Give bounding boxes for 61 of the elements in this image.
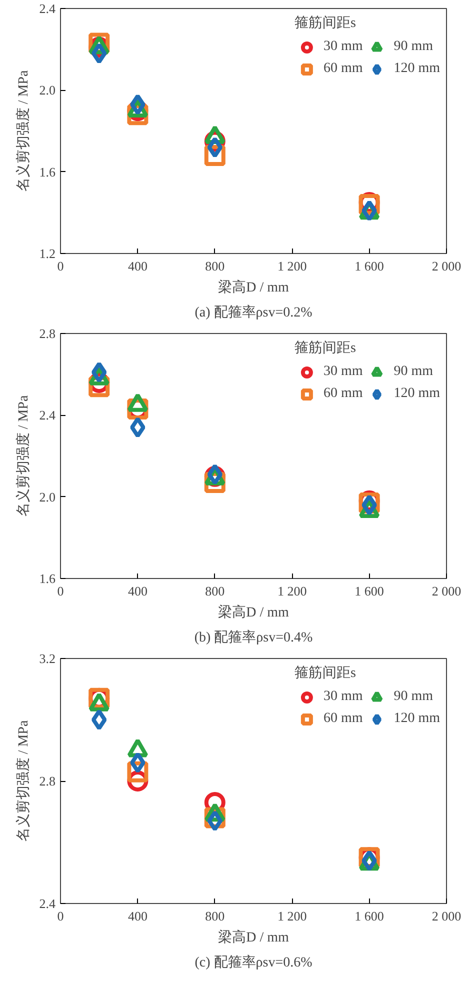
x-tick-label: 1 600 (354, 258, 384, 274)
legend-label: 30 mm (323, 39, 363, 55)
x-tick-label: 0 (57, 258, 64, 274)
y-tick-label: 2.8 (39, 326, 56, 341)
legend-label: 90 mm (394, 689, 433, 705)
x-tick-label: 1 200 (277, 258, 307, 274)
point (130, 416, 146, 438)
x-tick-label: 800 (205, 258, 225, 274)
legend-label: 90 mm (394, 364, 433, 380)
x-tick-label: 400 (128, 258, 148, 274)
legend-label: 30 mm (323, 364, 363, 380)
point (207, 136, 223, 158)
x-tick-label: 0 (57, 584, 64, 598)
x-tick-label: 800 (205, 584, 225, 598)
point (91, 42, 107, 64)
x-tick-label: 400 (128, 584, 148, 598)
legend-label: 60 mm (323, 61, 363, 77)
point (362, 200, 377, 222)
legend-label: 60 mm (323, 711, 363, 727)
x-axis-title: 梁高D / mm (218, 930, 289, 946)
point (91, 709, 107, 730)
y-axis-title: 名义剪切强度 / MPa (15, 394, 32, 517)
y-tick-label: 2.0 (39, 489, 56, 504)
x-tick-label: 2 000 (432, 584, 462, 598)
legend-label: 120 mm (394, 711, 440, 727)
x-tick-label: 2 000 (432, 908, 462, 924)
x-tick-label: 800 (205, 908, 225, 924)
legend-title: 箍筋间距s (294, 14, 357, 32)
legend-title: 箍筋间距s (294, 340, 357, 357)
x-tick-label: 1 200 (277, 584, 307, 598)
point (130, 94, 146, 115)
text: (a) 配箍率ρsv=0.2% (194, 304, 313, 320)
x-axis-title: 梁高D / mm (218, 280, 289, 296)
y-tick-label: 3.2 (39, 651, 56, 666)
y-tick-label: 2.4 (39, 896, 56, 911)
text: (b) 配箍率ρsv=0.4% (194, 630, 313, 646)
y-tick-label: 1.6 (39, 164, 56, 180)
point (91, 362, 107, 383)
point (130, 752, 146, 774)
x-tick-label: 1 600 (354, 908, 384, 924)
legend-label: 60 mm (323, 386, 363, 402)
legend-label: 120 mm (394, 386, 440, 402)
y-tick-label: 2.4 (39, 408, 56, 423)
x-axis-title: 梁高D / mm (218, 604, 289, 620)
y-axis-title: 名义剪切强度 / MPa (15, 70, 32, 192)
y-tick-label: 2.0 (39, 82, 56, 98)
x-tick-label: 400 (128, 908, 148, 924)
x-tick-label: 0 (57, 908, 64, 924)
legend-label: 120 mm (394, 61, 440, 77)
x-tick-label: 1 600 (354, 584, 384, 598)
text: (c) 配箍率ρsv=0.6% (194, 954, 313, 970)
legend-label: 30 mm (323, 689, 363, 705)
y-axis-title: 名义剪切强度 / MPa (15, 720, 32, 842)
x-tick-label: 1 200 (277, 908, 307, 924)
y-tick-label: 1.6 (39, 571, 56, 586)
y-tick-label: 2.8 (39, 774, 56, 788)
legend-label: 90 mm (394, 39, 433, 55)
y-tick-label: 2.4 (39, 1, 56, 16)
legend-title: 箍筋间距s (294, 664, 357, 682)
x-tick-label: 2 000 (432, 258, 462, 274)
y-tick-label: 1.2 (39, 246, 56, 261)
